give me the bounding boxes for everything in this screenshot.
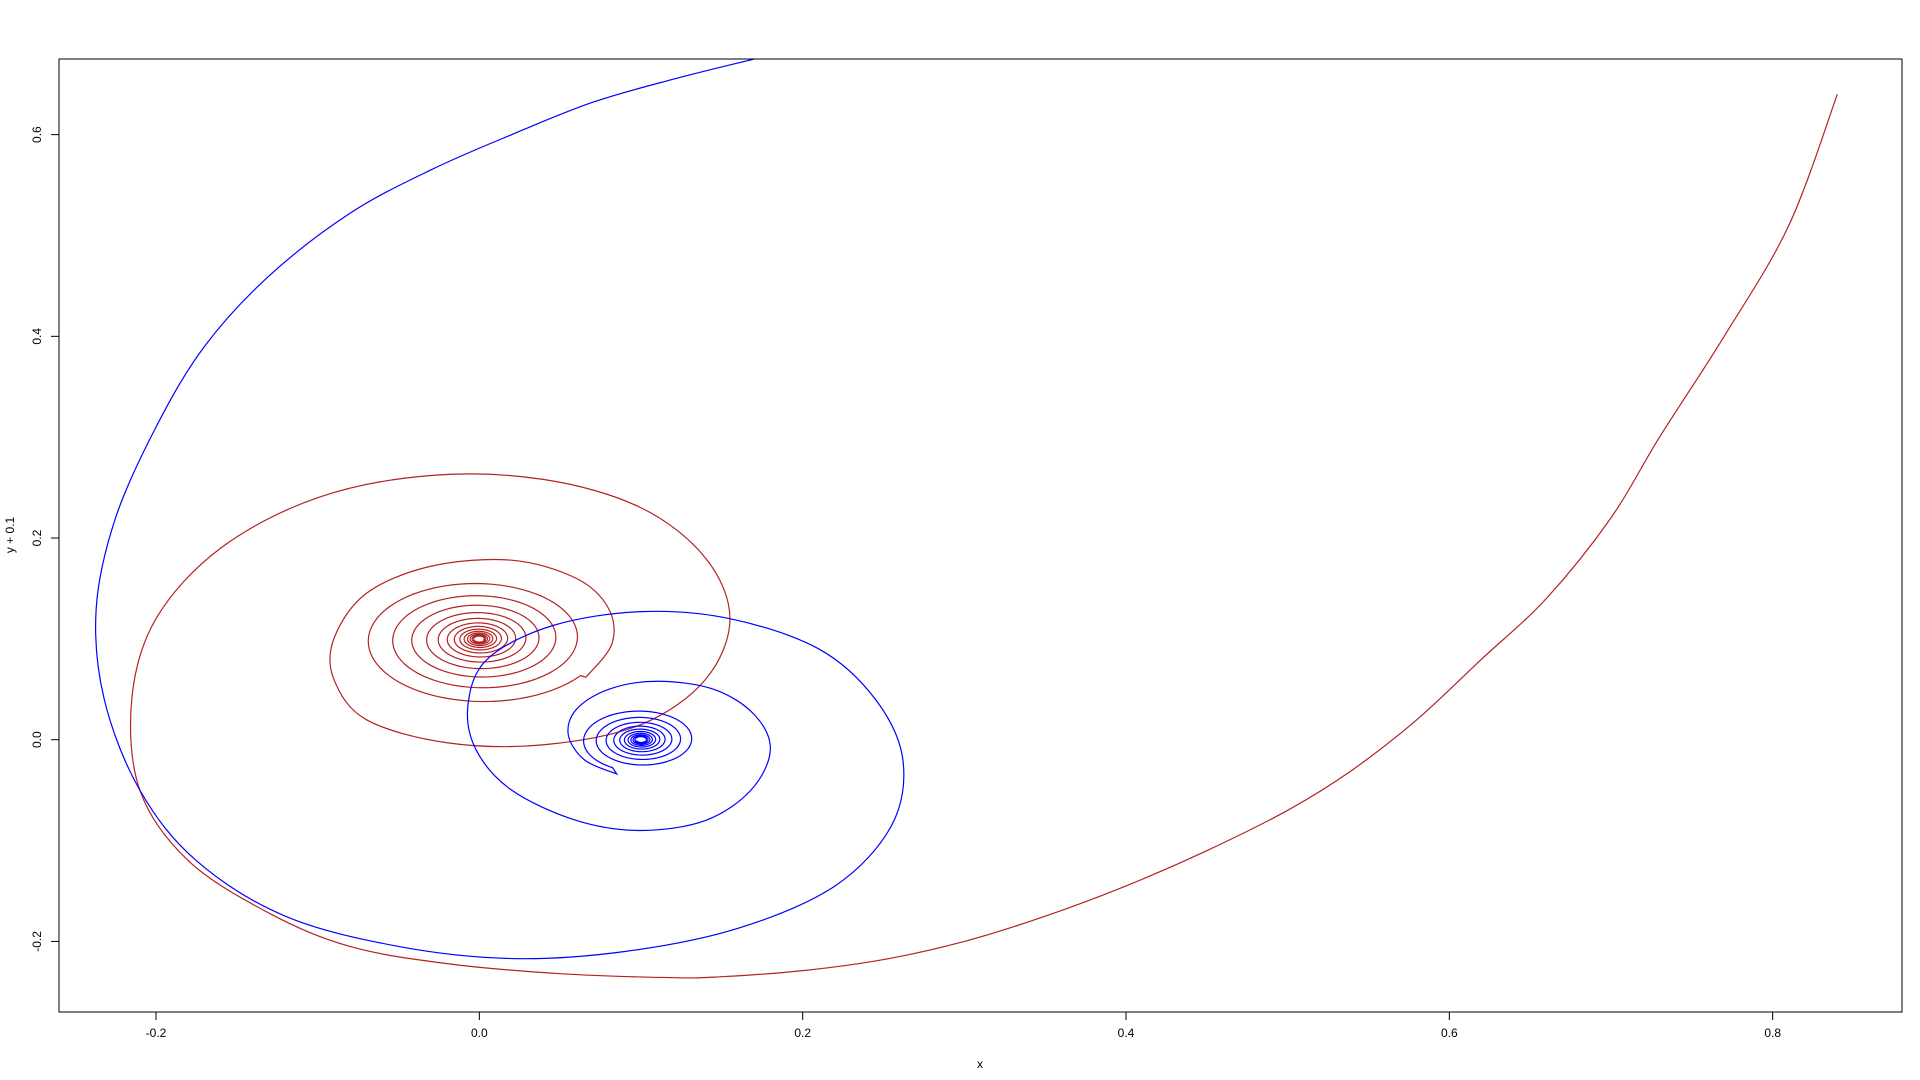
y-axis: -0.2 0.0 0.2 0.4 0.6 bbox=[30, 126, 59, 952]
series-blue-spiral bbox=[95, 59, 905, 960]
plot-frame bbox=[58, 58, 1903, 1013]
y-tick-label: -0.2 bbox=[30, 931, 44, 952]
x-tick-label: 0.0 bbox=[471, 1026, 488, 1040]
x-axis: -0.2 0.0 0.2 0.4 0.6 0.8 bbox=[146, 1012, 1781, 1040]
y-axis-title: y + 0.1 bbox=[3, 516, 17, 553]
y-tick-label: 0.6 bbox=[30, 126, 44, 143]
x-tick-label: 0.8 bbox=[1764, 1026, 1781, 1040]
y-tick-label: 0.0 bbox=[30, 731, 44, 748]
y-tick-label: 0.4 bbox=[30, 328, 44, 345]
x-tick-label: 0.2 bbox=[794, 1026, 811, 1040]
x-axis-title: x bbox=[977, 1057, 983, 1071]
x-tick-label: 0.4 bbox=[1118, 1026, 1135, 1040]
series-red-spiral bbox=[129, 94, 1838, 979]
curve-layer bbox=[95, 59, 1838, 979]
x-tick-label: -0.2 bbox=[146, 1026, 167, 1040]
x-tick-label: 0.6 bbox=[1441, 1026, 1458, 1040]
y-tick-label: 0.2 bbox=[30, 529, 44, 546]
